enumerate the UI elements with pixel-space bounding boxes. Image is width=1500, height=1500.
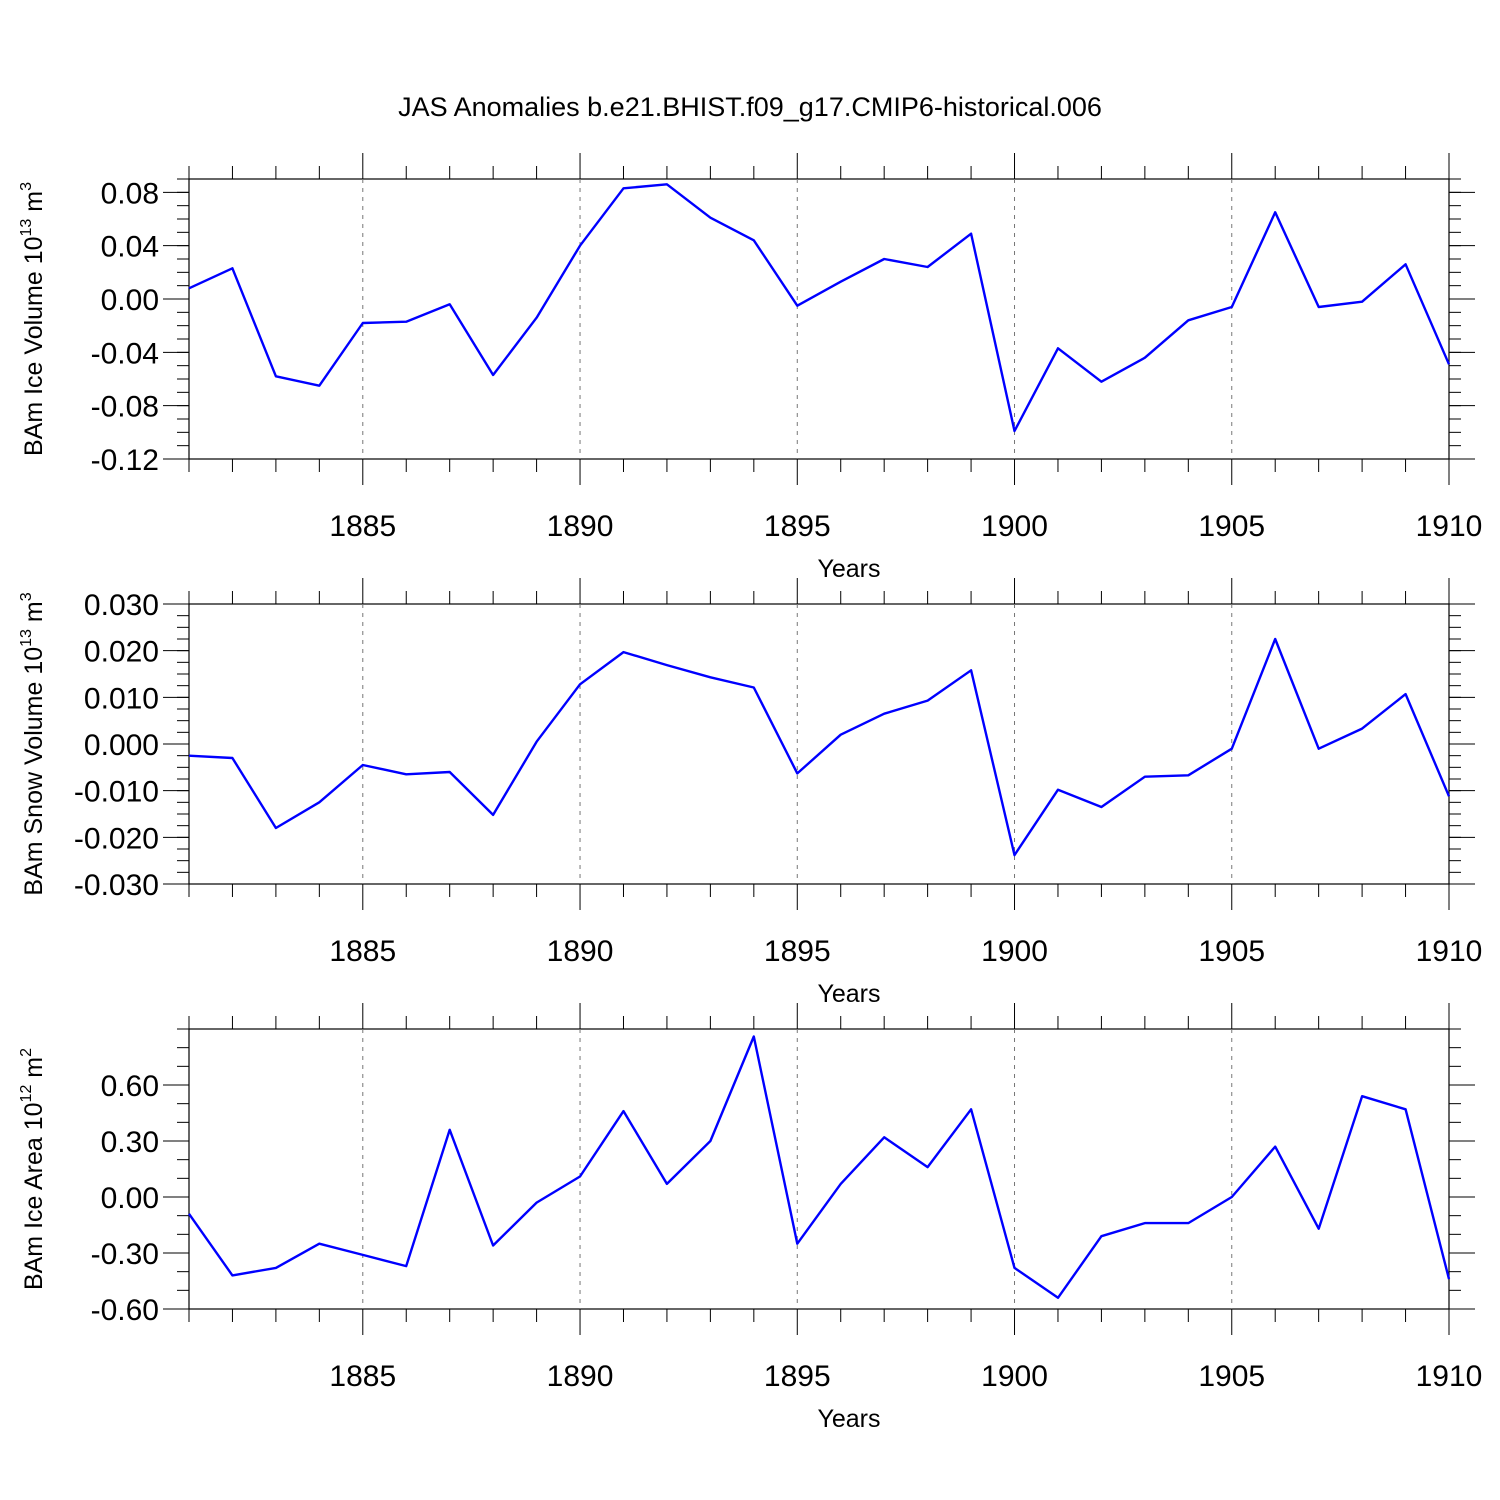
y-tick-label: 0.60 (101, 1070, 159, 1103)
y-axis-title: BAm Snow Volume 1013 m3 (18, 592, 48, 895)
x-tick-label: 1890 (547, 935, 614, 968)
x-tick-label: 1910 (1416, 935, 1483, 968)
y-tick-label: -0.010 (74, 776, 159, 809)
x-tick-label: 1890 (547, 510, 614, 543)
y-axis-title-text: BAm Ice Area 10 (20, 1102, 48, 1290)
x-tick-label: 1900 (981, 935, 1048, 968)
y-tick-label: 0.04 (101, 231, 159, 264)
x-axis-title: Years (817, 1405, 880, 1433)
y-axis-title-exponent: 12 (18, 1085, 35, 1103)
y-tick-label: -0.30 (91, 1238, 159, 1271)
x-tick-label: 1900 (981, 1360, 1048, 1393)
x-tick-label: 1905 (1198, 1360, 1265, 1393)
y-tick-label: 0.00 (101, 284, 159, 317)
x-tick-label: 1895 (764, 935, 831, 968)
y-tick-label: 0.010 (84, 682, 159, 715)
y-tick-label: 0.000 (84, 729, 159, 762)
y-tick-label: 0.020 (84, 636, 159, 669)
y-axis-title-exponent: 13 (18, 219, 35, 237)
x-tick-label: 1905 (1198, 935, 1265, 968)
chart-panel-1: 1885 1890 1895 1900 1905 1910 -0.12 -0.08 -0.04 0… (18, 153, 1482, 583)
x-tick-label: 1885 (329, 1360, 396, 1393)
plot-frame (188, 1028, 1450, 1310)
y-axis-title: BAm Ice Area 1012 m2 (18, 1048, 48, 1290)
x-tick-label: 1900 (981, 510, 1048, 543)
y-tick-label: -0.04 (91, 337, 159, 370)
y-tick-label: -0.08 (91, 391, 159, 424)
series-line (188, 1035, 1451, 1300)
y-tick-label: 0.08 (101, 177, 159, 210)
y-axis-title-unit-exponent: 3 (18, 592, 35, 601)
y-tick-label: 0.00 (101, 1182, 159, 1215)
y-tick-label: 0.30 (101, 1126, 159, 1159)
x-tick-label: 1885 (329, 935, 396, 968)
y-axis-title-unit: m (20, 191, 48, 219)
chart-panel-2: 1885 1890 1895 1900 1905 1910 -0.030 -0.020 -0.0… (18, 578, 1482, 1008)
y-axis-title-unit-exponent: 3 (18, 182, 35, 191)
x-tick-label: 1885 (329, 510, 396, 543)
x-tick-label: 1895 (764, 510, 831, 543)
x-tick-label: 1890 (547, 1360, 614, 1393)
x-axis-title: Years (817, 555, 880, 583)
y-tick-label: -0.030 (74, 869, 159, 902)
y-axis-title: BAm Ice Volume 1013 m3 (18, 182, 48, 456)
series-line (188, 183, 1451, 433)
chart-panel-3: 1885 1890 1895 1900 1905 1910 -0.60 -0.30 0.00 0.… (18, 1003, 1482, 1433)
x-axis-title: Years (817, 980, 880, 1008)
x-tick-label: 1905 (1198, 510, 1265, 543)
y-axis-title-exponent: 13 (18, 629, 35, 647)
y-axis-title-unit-exponent: 2 (18, 1048, 35, 1057)
series-line (188, 637, 1451, 857)
plot-frame (188, 178, 1450, 460)
y-tick-label: -0.12 (91, 444, 159, 477)
y-tick-label: 0.030 (84, 589, 159, 622)
x-tick-label: 1910 (1416, 1360, 1483, 1393)
y-axis-title-text: BAm Ice Volume 10 (20, 236, 48, 456)
y-tick-label: -0.020 (74, 822, 159, 855)
y-axis-title-unit: m (20, 1057, 48, 1085)
x-tick-label: 1910 (1416, 510, 1483, 543)
x-tick-label: 1895 (764, 1360, 831, 1393)
figure-title: JAS Anomalies b.e21.BHIST.f09_g17.CMIP6-… (398, 92, 1102, 122)
y-axis-title-unit: m (20, 601, 48, 629)
plot-frame (188, 603, 1450, 885)
y-tick-label: -0.60 (91, 1294, 159, 1327)
y-axis-title-text: BAm Snow Volume 10 (20, 647, 48, 896)
